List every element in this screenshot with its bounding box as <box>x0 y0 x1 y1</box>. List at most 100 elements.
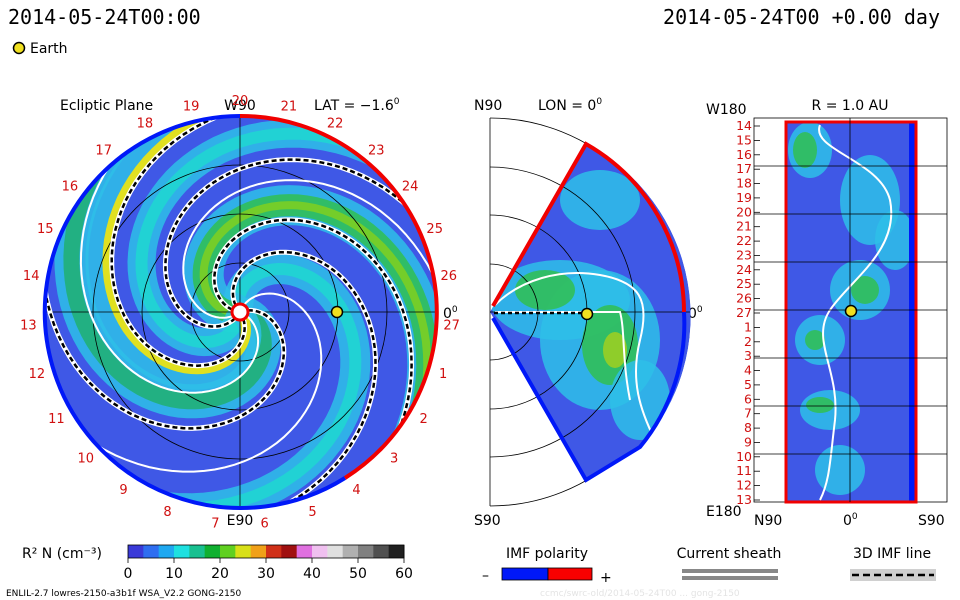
imf-polarity-legend: IMF polarity – + <box>482 546 612 586</box>
imf-line-label: 3D IMF line <box>853 546 931 562</box>
carrington-label: 5 <box>308 505 316 520</box>
carrington-label: 17 <box>95 144 112 159</box>
meridional-boundary-north <box>491 141 686 313</box>
imf-positive-swatch <box>547 567 593 581</box>
earth-marker-meridional <box>580 307 594 321</box>
carrington-label: 1 <box>439 367 447 382</box>
carrington-label: 2 <box>419 412 427 427</box>
radial-y-label: 1 <box>744 319 752 334</box>
carrington-label: 3 <box>390 452 398 467</box>
carrington-label: 16 <box>62 179 79 194</box>
colorbar-segment <box>327 545 344 558</box>
colorbar-segment <box>250 545 267 558</box>
sun-inner-boundary <box>230 302 250 322</box>
radial-y-label: 2 <box>744 334 752 349</box>
colorbar-tick: 50 <box>349 566 367 582</box>
carrington-label: 27 <box>443 318 460 333</box>
meridional-boundary-south <box>491 311 687 483</box>
ecliptic-title: Ecliptic Plane <box>60 98 153 114</box>
carrington-label: 20 <box>232 94 249 109</box>
imf-line-legend: 3D IMF line <box>850 546 936 581</box>
radial-y-label: 27 <box>736 305 752 320</box>
carrington-label: 23 <box>368 144 385 159</box>
colorbar-tick: 40 <box>303 566 321 582</box>
radial-x-label-0: 00 <box>843 512 858 529</box>
timestamp-left: 2014-05-24T00:00 <box>8 5 201 29</box>
radial-y-label: 15 <box>736 132 752 147</box>
radial-y-label: 6 <box>744 391 752 406</box>
radial-y-label: 24 <box>736 262 752 277</box>
radial-y-label: 19 <box>736 190 752 205</box>
meridional-panel: N90 LON = 00 S90 00 <box>474 97 703 529</box>
ecliptic-right-label: 00 <box>443 305 458 322</box>
radial-y-label: 22 <box>736 233 752 248</box>
carrington-label: 4 <box>352 483 360 498</box>
radial-panel: R = 1.0 AU W180 E180 1415161718192021222… <box>706 98 948 529</box>
carrington-label: 18 <box>137 117 154 132</box>
radial-y-label: 25 <box>736 276 752 291</box>
watermark: ccmc/swrc-old/2014-05-24T00 ... gong-215… <box>540 589 740 599</box>
colorbar-segment <box>189 545 206 558</box>
radial-y-label: 23 <box>736 248 752 263</box>
carrington-label: 12 <box>29 367 46 382</box>
carrington-label: 26 <box>441 269 458 284</box>
carrington-label: 25 <box>426 222 443 237</box>
carrington-label: 19 <box>183 100 200 115</box>
radial-y-label: 16 <box>736 147 752 162</box>
radial-y-label: 11 <box>736 463 752 478</box>
colorbar-segment <box>358 545 374 558</box>
meridional-bottom-label: S90 <box>474 513 501 529</box>
colorbar-tick: 0 <box>124 566 133 582</box>
imf-minus: – <box>482 568 489 584</box>
colorbar-tick: 30 <box>257 566 275 582</box>
colorbar-segment <box>388 545 405 558</box>
radial-y-label: 20 <box>736 204 752 219</box>
earth-marker-ecliptic <box>330 305 344 319</box>
colorbar-segment <box>373 545 390 558</box>
radial-y-label: 10 <box>736 449 752 464</box>
colorbar-segment <box>174 545 190 558</box>
earth-legend-icon <box>12 41 26 55</box>
colorbar-segment <box>235 545 252 558</box>
carrington-label: 21 <box>281 100 298 115</box>
colorbar-segment <box>220 545 236 558</box>
imf-plus: + <box>600 570 612 586</box>
colorbar-segment <box>128 545 144 558</box>
ecliptic-boundary-negative <box>42 114 347 510</box>
radial-y-label: 9 <box>744 435 752 450</box>
carrington-label: 7 <box>211 517 219 532</box>
radial-y-label: 17 <box>736 161 752 176</box>
carrington-label: 13 <box>20 318 37 333</box>
colorbar-tick: 10 <box>165 566 183 582</box>
colorbar-segment <box>342 545 359 558</box>
ecliptic-panel: Ecliptic Plane LAT = −1.60 W90 E90 00 20… <box>20 94 460 532</box>
carrington-label: 6 <box>260 517 268 532</box>
carrington-label: 14 <box>23 269 40 284</box>
radial-y-label: 18 <box>736 176 752 191</box>
meridional-top-label: N90 <box>474 98 502 114</box>
meridional-right-label: 00 <box>688 305 703 322</box>
colorbar-segment <box>158 545 175 558</box>
meridional-title: LON = 00 <box>538 97 602 114</box>
carrington-label: 10 <box>78 452 95 467</box>
earth-legend-label: Earth <box>30 41 68 57</box>
radial-y-label: 5 <box>744 377 752 392</box>
radial-y-label: 3 <box>744 348 752 363</box>
radial-y-label: 12 <box>736 478 752 493</box>
radial-boundary-negative <box>909 122 915 502</box>
colorbar-segment <box>281 545 298 558</box>
carrington-label: 15 <box>37 222 54 237</box>
colorbar-segment <box>312 545 328 558</box>
radial-title: R = 1.0 AU <box>812 98 889 114</box>
colorbar-label: R² N (cm⁻³) <box>22 546 102 562</box>
carrington-label: 9 <box>119 483 127 498</box>
carrington-label: 22 <box>327 117 344 132</box>
earth-marker-radial <box>844 304 858 318</box>
colorbar: R² N (cm⁻³) 0 10 20 30 40 50 60 <box>22 544 413 582</box>
carrington-label: 11 <box>48 412 65 427</box>
radial-y-label: 7 <box>744 406 752 421</box>
timestamp-right: 2014-05-24T00 +0.00 day <box>663 5 940 29</box>
ecliptic-top-label: W90 <box>224 98 256 114</box>
colorbar-segment <box>266 545 282 558</box>
radial-y-label: 21 <box>736 219 752 234</box>
